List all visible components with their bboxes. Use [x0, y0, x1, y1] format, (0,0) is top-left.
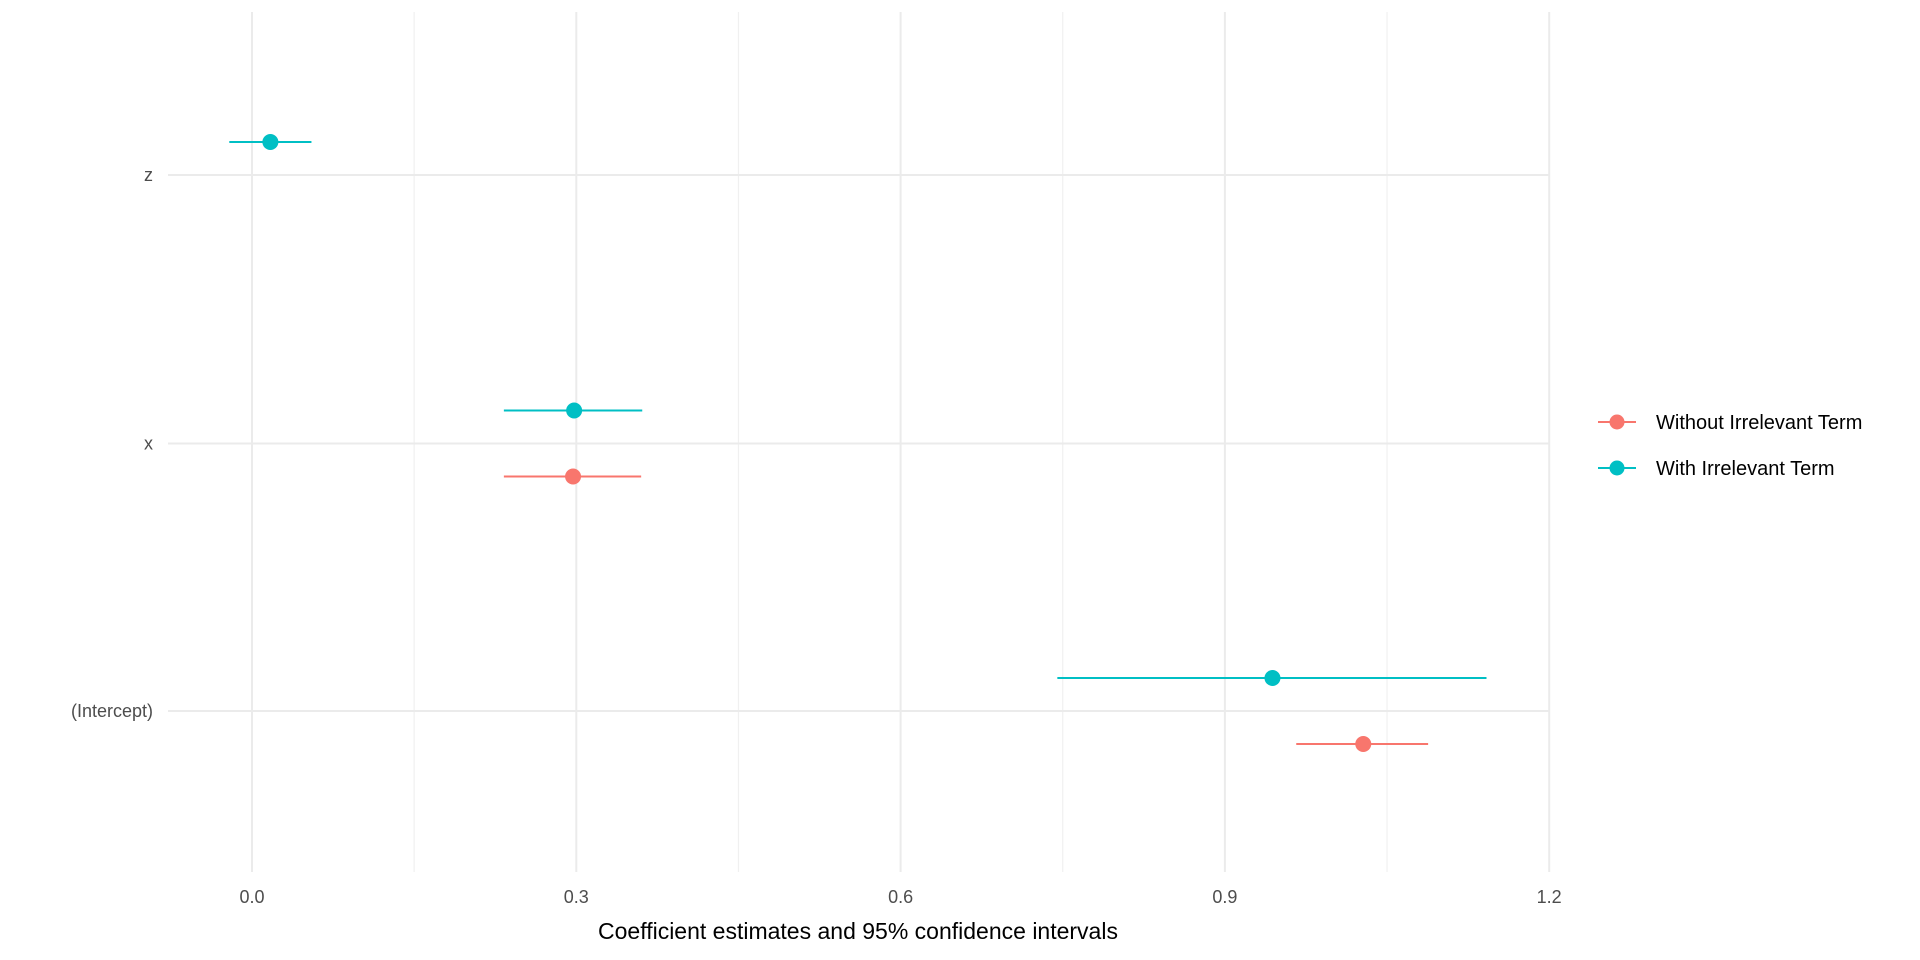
x-tick-label: 0.3 — [564, 887, 589, 907]
x-tick-label: 0.0 — [239, 887, 264, 907]
estimate-point — [262, 134, 279, 150]
y-tick-label: x — [144, 434, 153, 454]
y-tick-label: z — [144, 165, 153, 185]
legend-label: Without Irrelevant Term — [1656, 412, 1862, 434]
legend: Without Irrelevant Term With Irrelevant T… — [1598, 412, 1862, 480]
legend-key-point — [1609, 460, 1625, 476]
estimate-point — [1355, 736, 1372, 752]
y-tick-label: (Intercept) — [71, 701, 153, 721]
x-axis-title: Coefficient estimates and 95% confidence… — [598, 918, 1118, 944]
estimate-point — [1264, 670, 1281, 686]
data-marks — [229, 134, 1487, 752]
x-tick-label: 0.6 — [888, 887, 913, 907]
legend-key-point — [1609, 414, 1625, 430]
estimate-point — [566, 402, 583, 419]
x-axis-labels: 0.0 0.3 0.6 0.9 1.2 — [239, 887, 1561, 907]
x-tick-label: 0.9 — [1212, 887, 1237, 907]
legend-label: With Irrelevant Term — [1656, 458, 1835, 480]
grid — [168, 12, 1551, 872]
estimate-point — [565, 468, 582, 485]
y-axis-labels: (Intercept) x z — [71, 165, 153, 721]
x-tick-label: 1.2 — [1537, 887, 1562, 907]
